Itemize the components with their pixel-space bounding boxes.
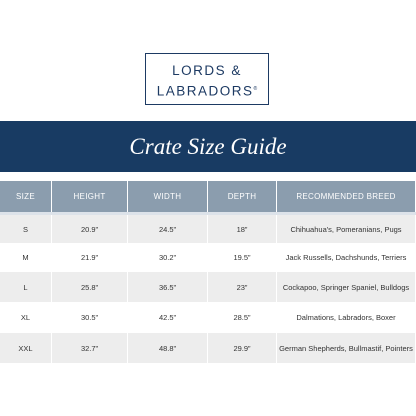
column-header: RECOMMENDED BREED — [277, 181, 416, 212]
separator — [0, 212, 416, 215]
logo-text: LABRADORS — [156, 83, 254, 99]
column-header: HEIGHT — [52, 181, 128, 212]
table-cell: 23” — [208, 272, 277, 302]
logo-mark: ® — [253, 86, 258, 92]
breed-cell: Jack Russells, Dachshunds, Terriers — [277, 243, 416, 272]
table-cell: XXL — [0, 333, 52, 363]
table-cell: 28.5” — [208, 302, 277, 333]
table-cell: 48.8” — [128, 333, 208, 363]
logo-line: LABRADORS® — [146, 80, 268, 101]
table-cell: 29.9” — [208, 333, 277, 363]
table-cell: 19.5” — [208, 243, 277, 272]
title-band: Crate Size Guide — [0, 121, 416, 172]
breed-cell: Dalmations, Labradors, Boxer — [277, 302, 416, 333]
column-header: WIDTH — [128, 181, 208, 212]
table-cell: 21.9” — [52, 243, 128, 272]
table-cell: 32.7” — [52, 333, 128, 363]
breed-cell: Cockapoo, Springer Spaniel, Bulldogs — [277, 272, 416, 302]
column-header: SIZE — [0, 181, 52, 212]
table-cell: M — [0, 243, 52, 272]
title: Crate Size Guide — [129, 134, 287, 159]
table-cell: 18” — [208, 215, 277, 243]
table-cell: 36.5” — [128, 272, 208, 302]
table-cell: 20.9” — [52, 215, 128, 243]
table-cell: 30.2” — [128, 243, 208, 272]
table-cell: 24.5” — [128, 215, 208, 243]
table-cell: 30.5” — [52, 302, 128, 333]
column-header: DEPTH — [208, 181, 277, 212]
table-cell: XL — [0, 302, 52, 333]
breed-cell: Chihuahua's, Pomeranians, Pugs — [277, 215, 416, 243]
breed-cell: German Shepherds, Bullmastif, Pointers — [277, 333, 416, 363]
logo-line: LORDS & — [172, 63, 242, 78]
table-cell: S — [0, 215, 52, 243]
table-cell: 42.5” — [128, 302, 208, 333]
table-cell: L — [0, 272, 52, 302]
logo: LORDS & LABRADORS® — [145, 53, 269, 105]
table-cell: 25.8” — [52, 272, 128, 302]
